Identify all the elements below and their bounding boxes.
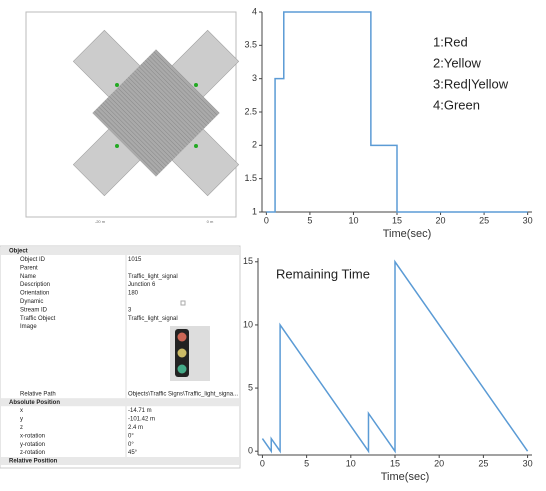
x-tick-label: 10	[348, 215, 358, 225]
y-tick-label: 2	[252, 140, 257, 150]
property-label: Object ID	[20, 257, 46, 263]
property-label: Traffic Object	[20, 316, 56, 322]
data-line	[266, 12, 527, 212]
property-label: Stream ID	[20, 307, 48, 313]
x-tick-label: 5	[307, 215, 312, 225]
property-label: Parent	[20, 265, 38, 271]
x-tick-label: 30	[523, 215, 533, 225]
signal	[115, 144, 119, 148]
property-panel: Object Object ID 1015 Parent Name Traffic_lig…	[0, 246, 240, 468]
x-tick-label: 20	[436, 215, 446, 225]
y-tick-label: 1	[252, 206, 257, 216]
property-value: -101.42 m	[128, 417, 155, 423]
y-tick-label: 0	[248, 446, 253, 456]
x-tick-label: 30	[523, 458, 533, 468]
property-label: Orientation	[20, 291, 49, 297]
x-axis-label: Time(sec)	[383, 228, 431, 240]
property-value: 180	[128, 291, 139, 297]
x-tick-label: 0	[264, 215, 269, 225]
property-value: 0°	[128, 442, 134, 448]
map-view	[22, 0, 291, 247]
x-tick-label: 10	[346, 458, 356, 468]
section-title: Relative Position	[9, 459, 58, 465]
page: {"chart_data": [ {"type": "line", "x_lab…	[0, 0, 546, 486]
property-label: x	[20, 408, 23, 414]
property-value: Objects\Traffic Signs\Traffic_light_sign…	[128, 391, 238, 397]
x-tick-label: 15	[392, 215, 402, 225]
lamp	[178, 349, 187, 358]
section-header	[1, 247, 239, 255]
x-tick-label: 5	[304, 458, 309, 468]
property-label: Image	[20, 324, 37, 330]
lamp	[178, 333, 187, 342]
chart-title: Remaining Time	[276, 266, 370, 281]
annotation: 2:Yellow	[433, 55, 482, 70]
property-value: Traffic_light_signal	[128, 316, 178, 322]
property-label: Dynamic	[20, 299, 43, 305]
x-tick-label: 15	[390, 458, 400, 468]
data-line	[262, 262, 527, 451]
annotation: 4:Green	[433, 97, 480, 112]
annotation: 1:Red	[433, 34, 468, 49]
y-tick-label: 15	[243, 256, 253, 266]
property-label: x-rotation	[20, 433, 45, 439]
x-axis-label: Time(sec)	[381, 471, 429, 483]
x-tick-label: 20	[434, 458, 444, 468]
section-title: Absolute Position	[9, 400, 60, 406]
property-label: z	[20, 425, 23, 431]
property-value: 0°	[128, 433, 134, 439]
x-tick-label: 25	[479, 215, 489, 225]
y-tick-label: 5	[248, 382, 253, 392]
y-tick-label: 3	[252, 73, 257, 83]
property-label: Name	[20, 274, 37, 280]
y-tick-label: 2.5	[244, 106, 257, 116]
property-label: Relative Path	[20, 391, 56, 397]
property-label: y-rotation	[20, 442, 45, 448]
signal	[194, 144, 198, 148]
property-label: z-rotation	[20, 450, 45, 456]
lamp	[178, 365, 187, 374]
property-value: 1015	[128, 257, 142, 263]
property-label: Description	[20, 282, 50, 288]
section-title: Object	[9, 249, 28, 255]
property-value: 45°	[128, 450, 138, 456]
map-x-label: -20 m	[95, 219, 106, 224]
property-value: 2.4 m	[128, 425, 143, 431]
signal	[194, 83, 198, 87]
map-x-label: 0 m	[207, 219, 214, 224]
y-tick-label: 10	[243, 319, 253, 329]
property-value: -14.71 m	[128, 408, 152, 414]
x-tick-label: 0	[260, 458, 265, 468]
signal	[115, 83, 119, 87]
y-tick-label: 4	[252, 6, 257, 16]
property-label: y	[20, 417, 23, 423]
property-value: Traffic_light_signal	[128, 274, 178, 280]
y-tick-label: 3.5	[244, 40, 257, 50]
property-value: Junction 6	[128, 282, 156, 288]
annotation: 3:Red|Yellow	[433, 76, 509, 91]
screen: ObjectObject ID1015ParentNameTraffic_lig…	[0, 0, 546, 486]
x-tick-label: 25	[478, 458, 488, 468]
y-tick-label: 1.5	[244, 173, 257, 183]
